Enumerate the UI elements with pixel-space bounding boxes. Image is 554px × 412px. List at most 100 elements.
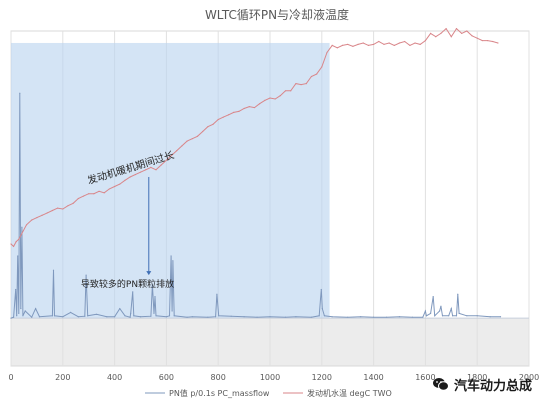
series-0-point-10 — [24, 310, 26, 312]
series-1-point-48 — [248, 106, 250, 108]
series-0-point-68 — [411, 316, 414, 318]
series-1-point-77 — [398, 42, 401, 44]
series-1-point-55 — [284, 90, 287, 92]
series-0-point-55 — [295, 316, 297, 318]
series-1-point-92 — [476, 37, 478, 39]
x-tick-label-9: 1800 — [467, 373, 487, 382]
series-1-point-83 — [429, 32, 432, 34]
series-1-point-96 — [497, 42, 499, 44]
series-1-point-85 — [440, 32, 442, 34]
series-1-point-75 — [388, 42, 390, 44]
series-1-point-52 — [269, 97, 271, 99]
series-1-point-71 — [367, 44, 370, 46]
series-0-point-87 — [499, 316, 502, 318]
series-1-point-0 — [10, 243, 12, 245]
watermark: 汽车动力总成 — [432, 372, 552, 396]
series-1-point-31 — [160, 164, 162, 166]
series-0-point-72 — [429, 312, 432, 314]
chart-title: WLTC循环PN与冷却液温度 — [205, 7, 349, 22]
series-0-point-26 — [119, 307, 121, 310]
series-0-point-36 — [154, 296, 156, 298]
series-0-point-8 — [21, 226, 23, 228]
series-0-point-48 — [216, 293, 218, 295]
series-0-point-11 — [31, 316, 33, 318]
series-0-point-20 — [84, 315, 86, 317]
series-0-point-35 — [153, 312, 155, 314]
series-0-point-73 — [432, 296, 434, 298]
series-1-point-36 — [186, 140, 188, 142]
series-0-point-60 — [321, 307, 323, 310]
series-0-point-44 — [186, 316, 188, 318]
series-1-point-51 — [264, 99, 266, 101]
series-0-point-4 — [17, 255, 19, 257]
series-1-point-15 — [77, 197, 79, 200]
series-0-point-13 — [38, 316, 41, 318]
x-tick-label-1: 200 — [55, 373, 70, 382]
series-1-point-81 — [419, 43, 421, 46]
series-1-point-39 — [202, 130, 204, 133]
series-0-point-19 — [77, 316, 79, 318]
x-tick-label-10: 2000 — [519, 373, 539, 382]
series-1-point-34 — [176, 150, 178, 152]
series-0-point-42 — [172, 260, 174, 262]
series-0-point-5 — [18, 312, 20, 314]
series-0-point-84 — [466, 315, 468, 317]
series-1-point-43 — [222, 116, 224, 118]
series-0-point-43 — [173, 315, 175, 317]
series-0-point-85 — [476, 315, 478, 317]
series-1-point-14 — [72, 202, 74, 204]
series-0-point-81 — [455, 315, 458, 317]
series-1-point-11 — [57, 207, 59, 209]
series-0-point-27 — [124, 315, 126, 317]
series-0-point-7 — [20, 307, 22, 310]
series-1-point-79 — [409, 44, 411, 46]
series-0-point-54 — [284, 316, 287, 318]
series-0-point-41 — [171, 310, 173, 312]
x-tick-label-6: 1200 — [312, 373, 332, 382]
series-1-point-26 — [134, 173, 136, 176]
series-1-point-58 — [300, 84, 302, 86]
series-1-point-78 — [404, 40, 406, 43]
series-0-point-53 — [269, 316, 271, 318]
series-1-point-5 — [25, 224, 28, 226]
series-0-point-17 — [62, 316, 64, 318]
series-0-point-32 — [139, 316, 142, 318]
series-0-point-50 — [230, 315, 232, 317]
series-1-point-13 — [67, 205, 69, 207]
x-tick-label-7: 1400 — [363, 373, 383, 382]
x-tick-label-5: 1000 — [260, 373, 280, 382]
series-1-point-44 — [227, 114, 230, 116]
series-1-point-70 — [362, 42, 364, 44]
series-1-point-50 — [259, 103, 261, 105]
x-tick-label-8: 1600 — [415, 373, 435, 382]
series-1-point-37 — [191, 138, 193, 140]
series-1-point-38 — [196, 135, 199, 137]
series-0-point-38 — [165, 316, 167, 318]
series-1-point-25 — [129, 176, 131, 178]
legend: PN值 p/0.1s PC_massflow 发动机水温 degC TWO — [145, 388, 392, 398]
series-0-point-14 — [51, 315, 54, 317]
series-0-point-71 — [425, 315, 428, 317]
series-0-point-58 — [319, 298, 322, 300]
series-0-point-67 — [398, 316, 401, 318]
series-0-point-15 — [52, 269, 55, 271]
series-0-point-47 — [215, 316, 217, 318]
series-line-0 — [10, 93, 501, 319]
series-1-point-12 — [62, 208, 64, 210]
series-1-point-47 — [243, 107, 245, 110]
series-1-point-9 — [46, 212, 48, 214]
series-0-point-33 — [150, 315, 152, 317]
series-0-point-66 — [385, 316, 388, 318]
series-1-point-41 — [212, 123, 214, 125]
series-1-point-1 — [12, 245, 15, 247]
series-0-point-1 — [12, 316, 15, 318]
series-1-point-68 — [352, 45, 354, 47]
series-0-point-28 — [129, 316, 131, 318]
series-1-point-66 — [341, 44, 344, 46]
series-0-point-30 — [132, 291, 134, 293]
series-0-point-22 — [87, 315, 89, 317]
series-1-point-16 — [82, 195, 85, 197]
series-1-point-21 — [108, 188, 111, 190]
series-0-point-18 — [69, 311, 72, 313]
series-1-point-40 — [207, 126, 209, 128]
